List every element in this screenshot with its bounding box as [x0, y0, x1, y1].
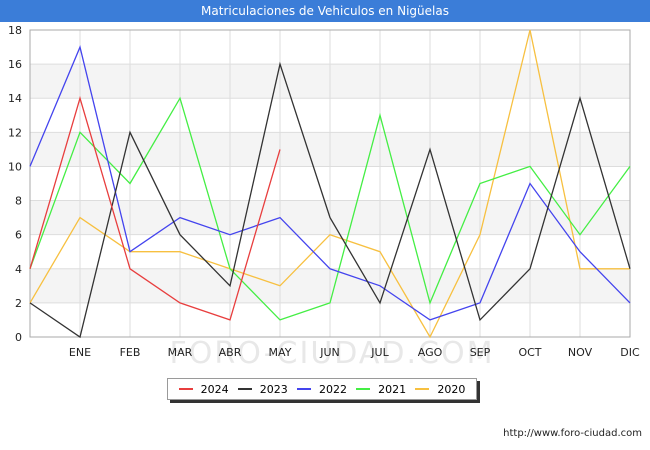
source-url: http://www.foro-ciudad.com: [503, 428, 642, 439]
x-tick-label: AGO: [418, 346, 443, 359]
y-tick-label: 0: [15, 331, 22, 344]
legend-label: 2024: [200, 382, 229, 396]
legend: 2024 2023 2022 2021 2020: [167, 378, 477, 400]
x-tick-label: JUL: [370, 346, 389, 359]
y-tick-label: 6: [15, 229, 22, 242]
legend-label: 2021: [378, 382, 407, 396]
chart-title: Matriculaciones de Vehiculos en Nigüelas: [0, 0, 650, 22]
series-line-2022: [29, 45, 631, 321]
legend-label: 2023: [259, 382, 288, 396]
x-tick-label: OCT: [518, 346, 541, 359]
y-tick-label: 18: [8, 24, 22, 37]
legend-label: 2022: [318, 382, 347, 396]
plot-border: [29, 29, 631, 338]
legend-item-2021: 2021: [356, 383, 406, 396]
y-tick-label: 14: [8, 92, 22, 105]
y-tick-label: 4: [15, 263, 22, 276]
legend-swatch: [356, 388, 371, 390]
legend-item-2020: 2020: [415, 383, 465, 396]
legend-item-2022: 2022: [296, 382, 347, 396]
y-tick-label: 16: [8, 58, 22, 71]
legend-swatch: [178, 388, 193, 390]
x-tick-label: MAY: [269, 346, 292, 359]
y-tick-label: 10: [8, 160, 22, 173]
x-tick-label: DIC: [620, 346, 640, 359]
x-tick-label: ABR: [219, 346, 242, 359]
x-tick-label: JUN: [319, 346, 340, 359]
series-line-2024: [29, 95, 281, 321]
y-tick-label: 2: [15, 297, 22, 310]
x-tick-label: NOV: [568, 346, 593, 359]
legend-item-2024: 2024: [178, 382, 229, 396]
x-tick-label: MAR: [168, 346, 193, 359]
legend-swatch: [415, 388, 430, 390]
legend-swatch: [296, 388, 311, 390]
series-line-2023: [29, 61, 631, 339]
series-line-2021: [29, 96, 631, 321]
y-tick-label: 8: [15, 195, 22, 208]
watermark: FORO-CIUDAD.COM: [169, 336, 495, 371]
legend-swatch: [237, 388, 252, 390]
legend-label: 2020: [437, 382, 466, 396]
x-tick-label: FEB: [120, 346, 141, 359]
legend-item-2023: 2023: [237, 382, 288, 396]
x-tick-label: ENE: [69, 346, 91, 359]
y-tick-label: 12: [8, 126, 22, 139]
x-tick-label: SEP: [470, 346, 491, 359]
